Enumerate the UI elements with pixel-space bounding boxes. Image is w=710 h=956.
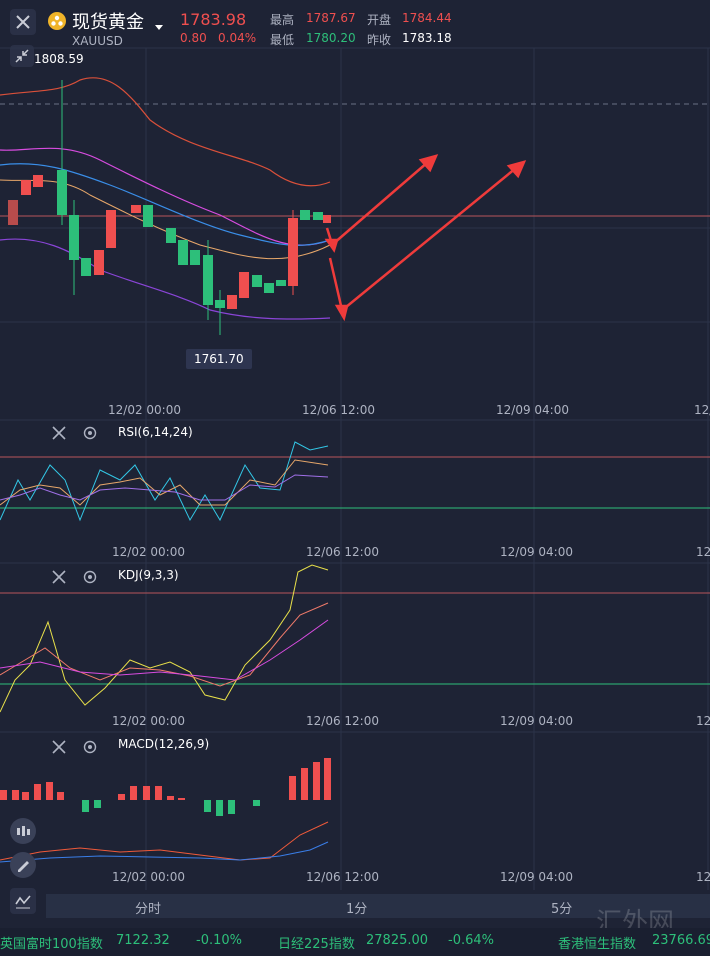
candle-type-icon bbox=[17, 826, 30, 836]
gold-coin-icon bbox=[48, 12, 66, 30]
indicator-icon bbox=[15, 895, 31, 909]
min-price-label: 1761.70 bbox=[186, 349, 252, 369]
ticker-change: -0.64% bbox=[448, 933, 494, 948]
open-label: 开盘 bbox=[367, 13, 392, 27]
tab-5min[interactable]: 5分 bbox=[551, 902, 573, 917]
ticker-change: -0.10% bbox=[196, 933, 242, 948]
instrument-symbol: XAUUSD bbox=[72, 34, 123, 48]
macd-close-icon[interactable] bbox=[52, 739, 66, 758]
main-x-tick: 12/06 12:00 bbox=[302, 403, 375, 417]
ticker-value: 7122.32 bbox=[116, 933, 170, 948]
draw-tool-button[interactable] bbox=[10, 852, 36, 878]
kdj-x-tick: 12/06 12:00 bbox=[306, 714, 379, 728]
close-button[interactable] bbox=[10, 9, 36, 35]
macd-x-tick: 12/ bbox=[696, 870, 710, 884]
high-label: 最高 bbox=[270, 13, 295, 27]
draw-tool-icon bbox=[18, 861, 29, 872]
ticker-value: 23766.69 bbox=[652, 933, 710, 948]
market-ticker-bar: 英国富时100指数 7122.32 -0.10% 日经225指数 27825.0… bbox=[0, 928, 710, 956]
rsi-x-tick: 12/06 12:00 bbox=[306, 545, 379, 559]
ticker-name[interactable]: 香港恒生指数 bbox=[558, 937, 637, 952]
kdj-indicator-name[interactable]: KDJ(9,3,3) bbox=[118, 568, 179, 582]
max-price-label: 1808.59 bbox=[34, 52, 84, 66]
low-value: 1780.20 bbox=[306, 31, 356, 45]
chart-canvas[interactable] bbox=[0, 0, 710, 930]
main-x-tick: 12/02 00:00 bbox=[108, 403, 181, 417]
macd-x-tick: 12/06 12:00 bbox=[306, 870, 379, 884]
macd-x-tick: 12/02 00:00 bbox=[112, 870, 185, 884]
high-value: 1787.67 bbox=[306, 11, 356, 25]
rsi-x-tick: 12/ bbox=[696, 545, 710, 559]
macd-indicator-name[interactable]: MACD(12,26,9) bbox=[118, 737, 210, 751]
macd-x-tick: 12/09 04:00 bbox=[500, 870, 573, 884]
rsi-x-tick: 12/02 00:00 bbox=[112, 545, 185, 559]
kdj-x-tick: 12/ bbox=[696, 714, 710, 728]
rsi-settings-icon[interactable] bbox=[82, 425, 98, 445]
kdj-x-tick: 12/02 00:00 bbox=[112, 714, 185, 728]
prev-close-label: 昨收 bbox=[367, 33, 392, 47]
instrument-title[interactable]: 现货黄金 bbox=[72, 12, 144, 33]
dropdown-caret-icon[interactable] bbox=[154, 17, 164, 36]
period-tab-bar: 分时 1分 5分 bbox=[46, 894, 710, 918]
indicator-button[interactable] bbox=[10, 888, 36, 914]
main-x-tick: 12/09 04:00 bbox=[496, 403, 569, 417]
tab-timeshare[interactable]: 分时 bbox=[135, 902, 162, 917]
ticker-name[interactable]: 日经225指数 bbox=[278, 937, 355, 952]
rsi-x-tick: 12/09 04:00 bbox=[500, 545, 573, 559]
prev-close-value: 1783.18 bbox=[402, 31, 452, 45]
kdj-settings-icon[interactable] bbox=[82, 569, 98, 589]
close-icon bbox=[16, 15, 30, 29]
ticker-name[interactable]: 英国富时100指数 bbox=[0, 937, 103, 952]
collapse-icon bbox=[15, 49, 29, 63]
ticker-value: 27825.00 bbox=[366, 933, 429, 948]
price-change-pct: 0.04% bbox=[218, 31, 257, 45]
macd-settings-icon[interactable] bbox=[82, 739, 98, 759]
tab-1min[interactable]: 1分 bbox=[346, 902, 368, 917]
main-x-tick: 12/ bbox=[694, 403, 710, 417]
rsi-close-icon[interactable] bbox=[52, 425, 66, 444]
low-label: 最低 bbox=[270, 33, 295, 47]
rsi-indicator-name[interactable]: RSI(6,14,24) bbox=[118, 425, 193, 439]
open-value: 1784.44 bbox=[402, 11, 452, 25]
kdj-x-tick: 12/09 04:00 bbox=[500, 714, 573, 728]
collapse-button[interactable] bbox=[10, 45, 34, 67]
kdj-close-icon[interactable] bbox=[52, 569, 66, 588]
price-change: 0.80 bbox=[180, 31, 207, 45]
candle-type-button[interactable] bbox=[10, 818, 36, 844]
last-price: 1783.98 bbox=[180, 10, 247, 29]
